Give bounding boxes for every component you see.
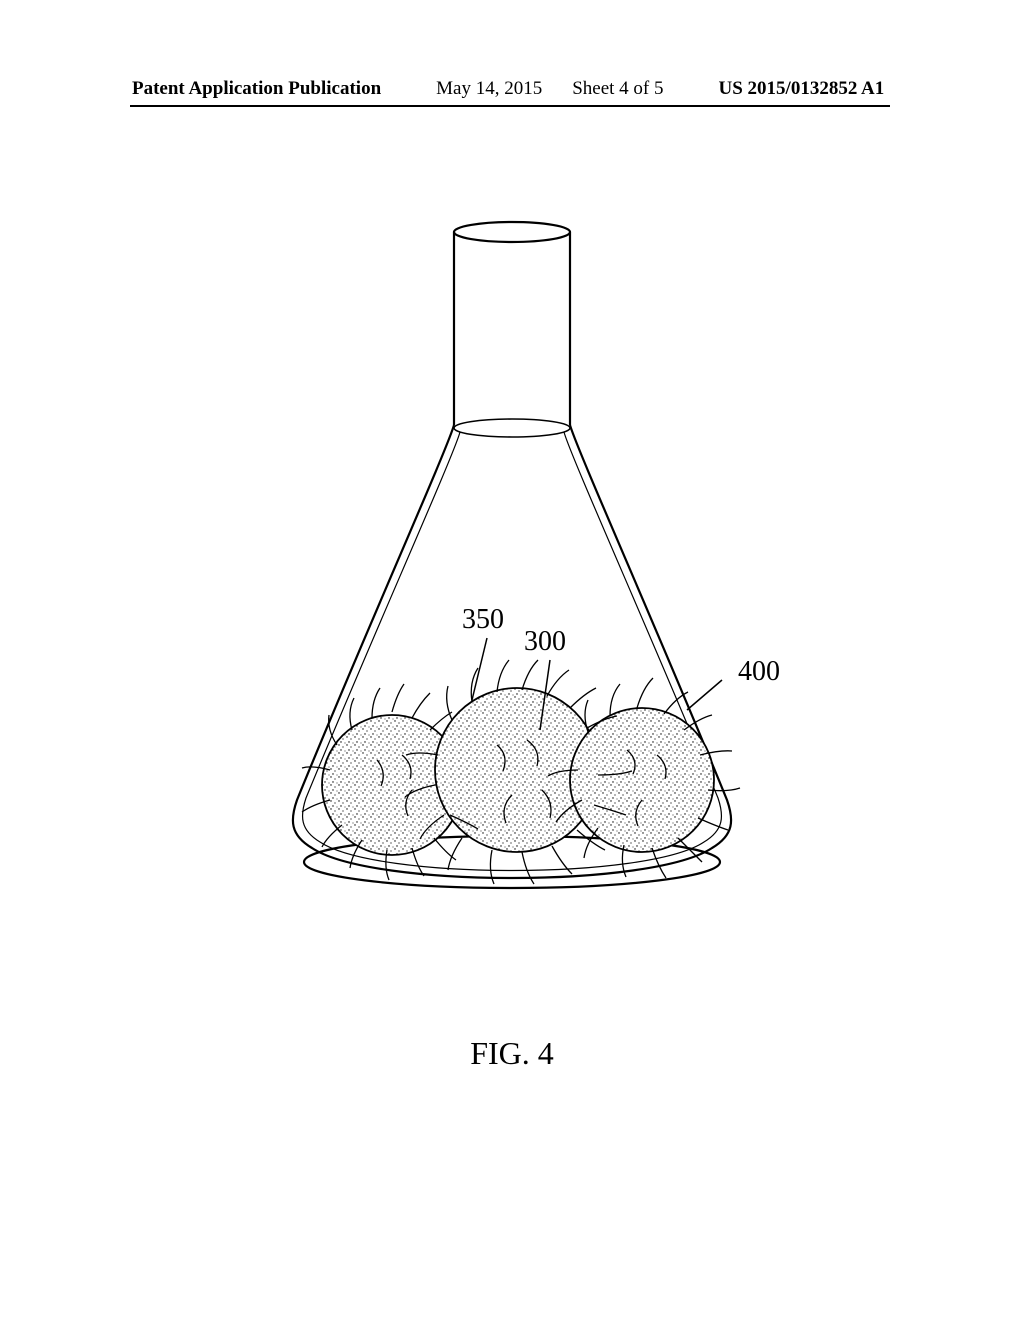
publication-type: Patent Application Publication [132,78,381,100]
figure-caption: FIG. 4 [0,1035,1024,1072]
header-rule [130,105,890,107]
figure-4: 350 300 400 [0,200,1024,920]
sheet-number: Sheet 4 of 5 [572,78,663,100]
sphere-3 [570,708,714,852]
flask-drawing: 350 300 400 [162,200,862,920]
publication-number: US 2015/0132852 A1 [719,78,885,100]
ref-350: 350 [462,604,504,635]
header-row: Patent Application Publication May 14, 2… [0,78,1024,100]
page: Patent Application Publication May 14, 2… [0,0,1024,1320]
ref-400: 400 [738,656,780,687]
page-header: Patent Application Publication May 14, 2… [0,78,1024,100]
publication-date: May 14, 2015 [436,78,542,100]
ref-300: 300 [524,626,566,657]
